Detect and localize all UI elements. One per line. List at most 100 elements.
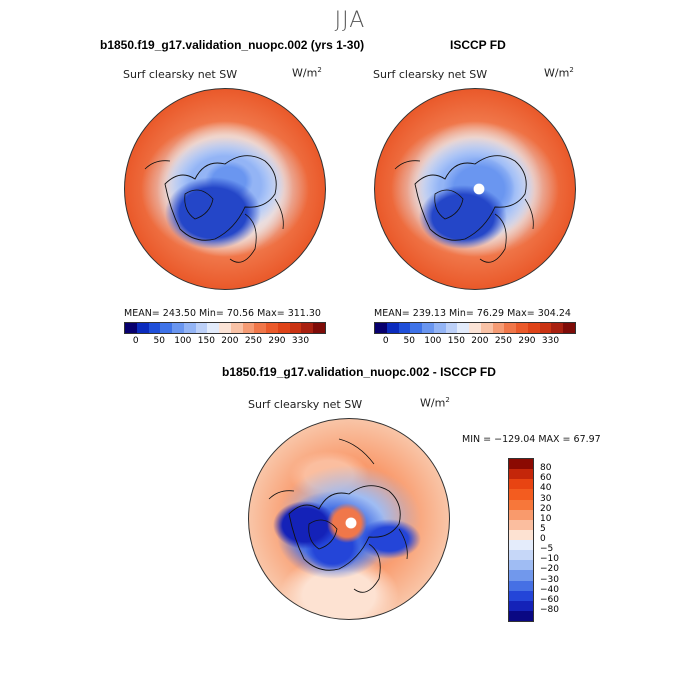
- colorbar-swatch: [445, 323, 458, 333]
- panel2-units: W/m2: [544, 66, 574, 80]
- colorbar-swatch: [148, 323, 161, 333]
- colorbar-tick-label: 20: [540, 503, 552, 514]
- season-title: JJA: [334, 8, 366, 33]
- panel1-colorbar: [124, 322, 326, 334]
- colorbar-swatch: [313, 323, 326, 333]
- colorbar-swatch: [422, 323, 434, 333]
- colorbar-tick-label: −40: [540, 584, 559, 595]
- colorbar-swatch: [242, 323, 255, 333]
- colorbar-swatch: [504, 323, 517, 333]
- colorbar-swatch: [457, 323, 470, 333]
- colorbar-swatch: [527, 323, 540, 333]
- colorbar-tick-label: 50: [403, 336, 416, 346]
- panel2-colorbar: [374, 322, 576, 334]
- colorbar-swatch: [480, 323, 493, 333]
- colorbar-swatch: [266, 323, 278, 333]
- panel1-title: b1850.f19_g17.validation_nuopc.002 (yrs …: [100, 38, 365, 52]
- diff-units: W/m2: [420, 396, 450, 410]
- colorbar-swatch: [125, 323, 137, 333]
- colorbar-swatch: [183, 323, 196, 333]
- colorbar-tick-label: 60: [540, 473, 552, 484]
- diff-coastlines: [268, 438, 408, 593]
- colorbar-tick-label: 250: [494, 336, 512, 346]
- colorbar-swatch: [509, 479, 533, 490]
- colorbar-tick-label: 200: [221, 336, 239, 346]
- colorbar-swatch: [207, 323, 220, 333]
- colorbar-swatch: [172, 323, 184, 333]
- colorbar-swatch: [277, 323, 290, 333]
- colorbar-tick-label: 250: [244, 336, 262, 346]
- colorbar-swatch: [289, 323, 302, 333]
- colorbar-tick-label: 40: [540, 483, 552, 494]
- diff-colorbar-labels: 80 60 40 30 20 10 5 0 −5 −10 −20 −30 −40 −60 −80: [540, 458, 580, 620]
- colorbar-swatch: [230, 323, 243, 333]
- colorbar-swatch: [301, 323, 314, 333]
- colorbar-tick-label: 0: [132, 336, 139, 346]
- colorbar-swatch: [509, 570, 533, 581]
- panel2-stats: MEAN= 239.13 Min= 76.29 Max= 304.24: [374, 308, 571, 319]
- colorbar-tick-label: −5: [540, 544, 554, 555]
- panel2-title: ISCCP FD: [450, 38, 506, 52]
- colorbar-tick-label: 80: [540, 463, 552, 474]
- colorbar-swatch: [539, 323, 552, 333]
- colorbar-tick-label: −10: [540, 554, 559, 565]
- colorbar-swatch: [160, 323, 173, 333]
- colorbar-swatch: [509, 550, 533, 561]
- colorbar-tick-label: 290: [518, 336, 536, 346]
- colorbar-tick-label: 330: [541, 336, 560, 346]
- diff-title: b1850.f19_g17.validation_nuopc.002 - ISC…: [222, 365, 496, 379]
- diff-stats: MIN = −129.04 MAX = 67.97: [462, 434, 601, 445]
- colorbar-tick-label: −30: [540, 574, 559, 585]
- panel1-colorbar-labels: 0 50 100 150 200 250 290 330: [124, 336, 324, 348]
- colorbar-swatch: [433, 323, 446, 333]
- panel1-coastlines: [144, 155, 284, 263]
- colorbar-swatch: [509, 529, 533, 540]
- colorbar-swatch: [509, 540, 533, 551]
- colorbar-swatch: [509, 600, 533, 611]
- colorbar-swatch: [509, 580, 533, 591]
- colorbar-tick-label: 150: [197, 336, 215, 346]
- colorbar-swatch: [509, 469, 533, 480]
- colorbar-tick-label: 10: [540, 513, 552, 524]
- colorbar-swatch: [551, 323, 564, 333]
- panel2-map: [374, 88, 576, 290]
- panel1-map: [124, 88, 326, 290]
- colorbar-swatch: [469, 323, 481, 333]
- colorbar-tick-label: 5: [540, 523, 546, 534]
- colorbar-tick-label: −60: [540, 594, 559, 605]
- panel2-colorbar-labels: 0 50 100 150 200 250 290 330: [374, 336, 574, 348]
- colorbar-swatch: [509, 590, 533, 601]
- colorbar-swatch: [219, 323, 231, 333]
- colorbar-swatch: [509, 519, 533, 530]
- panel2-coastlines: [394, 155, 534, 263]
- panel1-stats: MEAN= 243.50 Min= 70.56 Max= 311.30: [124, 308, 321, 319]
- colorbar-tick-label: 0: [382, 336, 389, 346]
- colorbar-swatch: [492, 323, 505, 333]
- colorbar-swatch: [398, 323, 411, 333]
- colorbar-swatch: [509, 459, 533, 470]
- colorbar-tick-label: 330: [291, 336, 310, 346]
- colorbar-tick-label: 200: [471, 336, 489, 346]
- diff-map: [248, 418, 450, 620]
- colorbar-tick-label: 100: [424, 336, 442, 346]
- colorbar-swatch: [254, 323, 267, 333]
- panel1-variable: Surf clearsky net SW: [123, 68, 238, 81]
- colorbar-tick-label: 50: [153, 336, 166, 346]
- colorbar-tick-label: 290: [268, 336, 286, 346]
- colorbar-swatch: [375, 323, 387, 333]
- colorbar-swatch: [136, 323, 149, 333]
- colorbar-swatch: [509, 499, 533, 510]
- colorbar-tick-label: 30: [540, 493, 552, 504]
- colorbar-swatch: [563, 323, 576, 333]
- colorbar-swatch: [195, 323, 208, 333]
- colorbar-tick-label: 100: [174, 336, 192, 346]
- diff-variable: Surf clearsky net SW: [248, 398, 363, 411]
- colorbar-swatch: [410, 323, 423, 333]
- colorbar-tick-label: −80: [540, 604, 559, 615]
- panel1-units: W/m2: [292, 66, 322, 80]
- colorbar-swatch: [516, 323, 528, 333]
- colorbar-tick-label: 0: [540, 534, 546, 544]
- colorbar-swatch: [386, 323, 399, 333]
- colorbar-swatch: [509, 489, 533, 500]
- panel2-variable: Surf clearsky net SW: [373, 68, 488, 81]
